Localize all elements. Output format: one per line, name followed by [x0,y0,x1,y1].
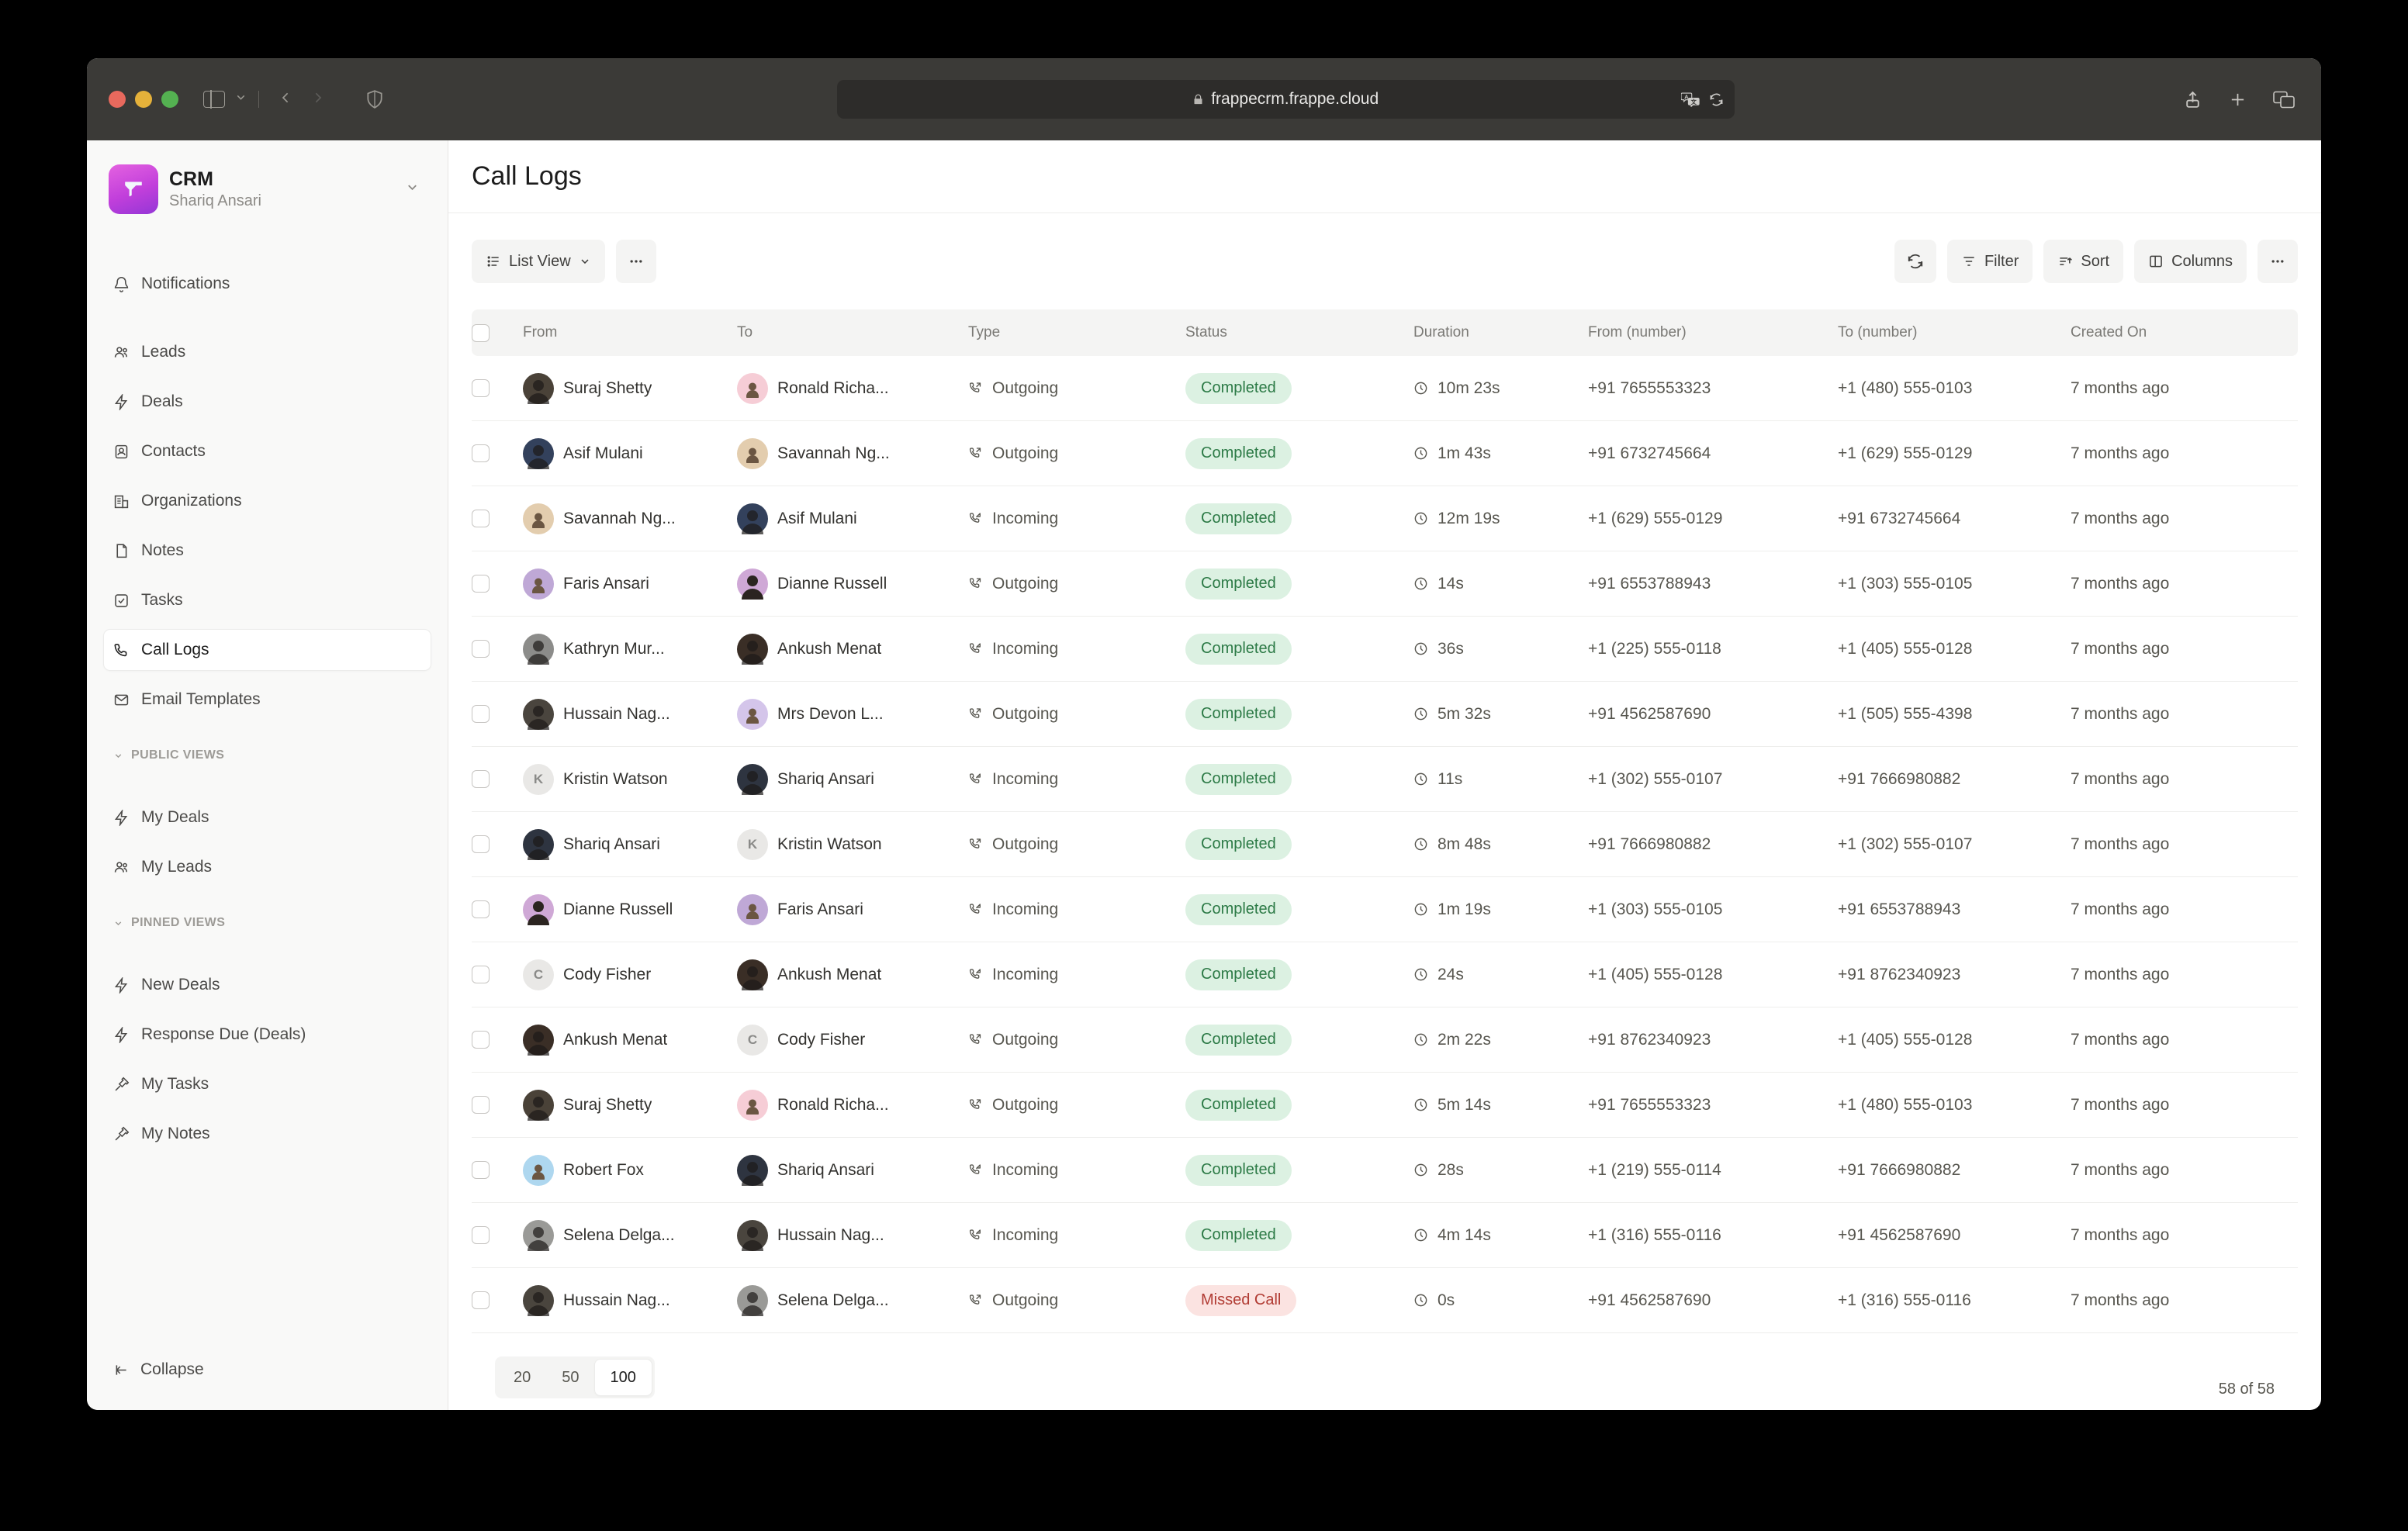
svg-text:文: 文 [1690,98,1697,105]
